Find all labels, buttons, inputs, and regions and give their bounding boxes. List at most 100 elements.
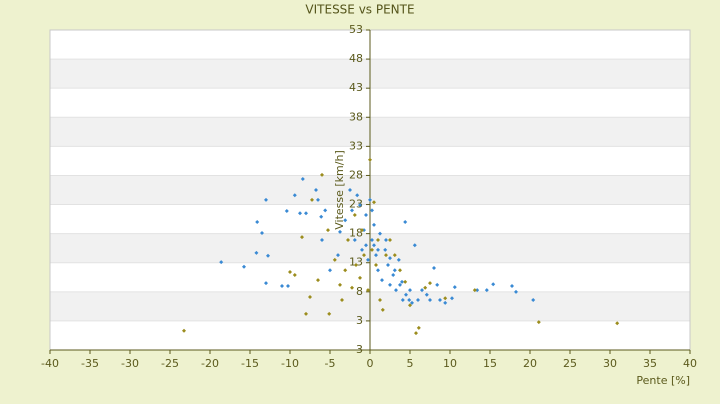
data-point <box>394 288 398 293</box>
data-point <box>358 275 362 280</box>
data-point <box>304 211 308 216</box>
data-point <box>355 193 360 198</box>
data-point <box>398 268 402 273</box>
x-tick-label: 15 <box>483 357 497 370</box>
data-point <box>370 247 374 252</box>
data-point <box>338 229 342 234</box>
x-tick-label: 5 <box>407 357 414 370</box>
data-point <box>328 268 332 273</box>
data-point <box>376 238 380 243</box>
data-point <box>428 297 432 302</box>
data-point <box>316 278 320 283</box>
data-point <box>350 285 354 290</box>
data-point <box>346 238 350 243</box>
data-point <box>338 282 342 287</box>
data-point <box>400 297 405 302</box>
data-point <box>414 331 418 336</box>
x-tick-label: 35 <box>643 357 657 370</box>
data-point <box>428 281 432 286</box>
data-point <box>388 256 392 261</box>
data-point <box>376 247 380 252</box>
data-point <box>319 214 324 219</box>
data-point <box>374 253 378 258</box>
data-point <box>370 238 374 243</box>
data-point <box>615 321 620 326</box>
data-point <box>392 268 397 273</box>
data-point <box>372 243 376 248</box>
data-point <box>340 297 344 302</box>
x-tick-label: 0 <box>367 357 374 370</box>
data-point <box>410 300 414 305</box>
data-point <box>350 208 354 213</box>
data-point <box>323 208 328 213</box>
data-point <box>320 172 324 177</box>
data-point <box>264 281 268 286</box>
data-point <box>376 268 380 273</box>
data-point <box>292 272 297 277</box>
data-point <box>332 257 337 262</box>
data-point <box>398 282 402 287</box>
data-point <box>388 238 392 243</box>
data-point <box>354 263 358 268</box>
data-point <box>182 328 186 333</box>
y-tick-label: 53 <box>349 23 363 36</box>
data-point <box>266 253 270 258</box>
data-point <box>404 292 408 297</box>
data-point <box>320 238 324 243</box>
data-point <box>531 297 536 302</box>
y-tick-label: 3 <box>356 314 363 327</box>
data-point <box>536 320 541 325</box>
data-point <box>475 288 480 293</box>
data-point <box>286 284 290 288</box>
data-point <box>438 297 442 302</box>
y-tick-label: 8 <box>356 285 363 298</box>
data-point <box>343 268 348 273</box>
x-tick-label: -10 <box>281 357 299 370</box>
data-point <box>288 270 292 275</box>
y-tick-label: 28 <box>349 168 363 181</box>
data-point <box>300 176 305 181</box>
data-point <box>443 296 448 301</box>
data-point <box>254 250 259 255</box>
data-point <box>412 243 417 248</box>
data-point <box>352 213 357 218</box>
chart-title: VITESSE vs PENTE <box>305 3 414 17</box>
x-tick-label: -25 <box>161 357 179 370</box>
x-tick-label: 30 <box>603 357 617 370</box>
data-point <box>326 228 330 233</box>
y-tick-label: 38 <box>349 110 363 123</box>
x-tick-label: -30 <box>121 357 139 370</box>
y-tick-label: 48 <box>349 52 363 65</box>
y-tick-label: 23 <box>349 198 363 211</box>
y-tick-label: 43 <box>349 81 363 94</box>
data-point <box>362 253 366 258</box>
data-point <box>416 297 420 302</box>
data-point <box>308 295 312 300</box>
data-point <box>372 200 376 205</box>
data-point <box>443 300 448 305</box>
y-tick-label: 13 <box>349 256 363 269</box>
data-point <box>380 307 385 312</box>
data-point <box>370 208 374 213</box>
data-point <box>374 263 378 268</box>
x-tick-label: -35 <box>81 357 99 370</box>
data-point <box>384 238 388 243</box>
data-point <box>368 157 372 162</box>
data-point <box>366 257 370 262</box>
data-point <box>316 197 320 202</box>
data-point <box>391 272 396 277</box>
data-point <box>407 297 412 302</box>
data-point <box>510 284 514 288</box>
data-point <box>255 220 260 224</box>
data-point <box>360 228 364 233</box>
data-point <box>380 278 384 283</box>
data-point <box>408 303 412 308</box>
data-point <box>452 285 457 290</box>
x-tick-label: -15 <box>241 357 259 370</box>
data-point <box>298 211 302 216</box>
data-point <box>484 288 489 293</box>
data-point <box>300 235 304 240</box>
data-point <box>348 188 352 192</box>
data-point <box>310 197 314 202</box>
